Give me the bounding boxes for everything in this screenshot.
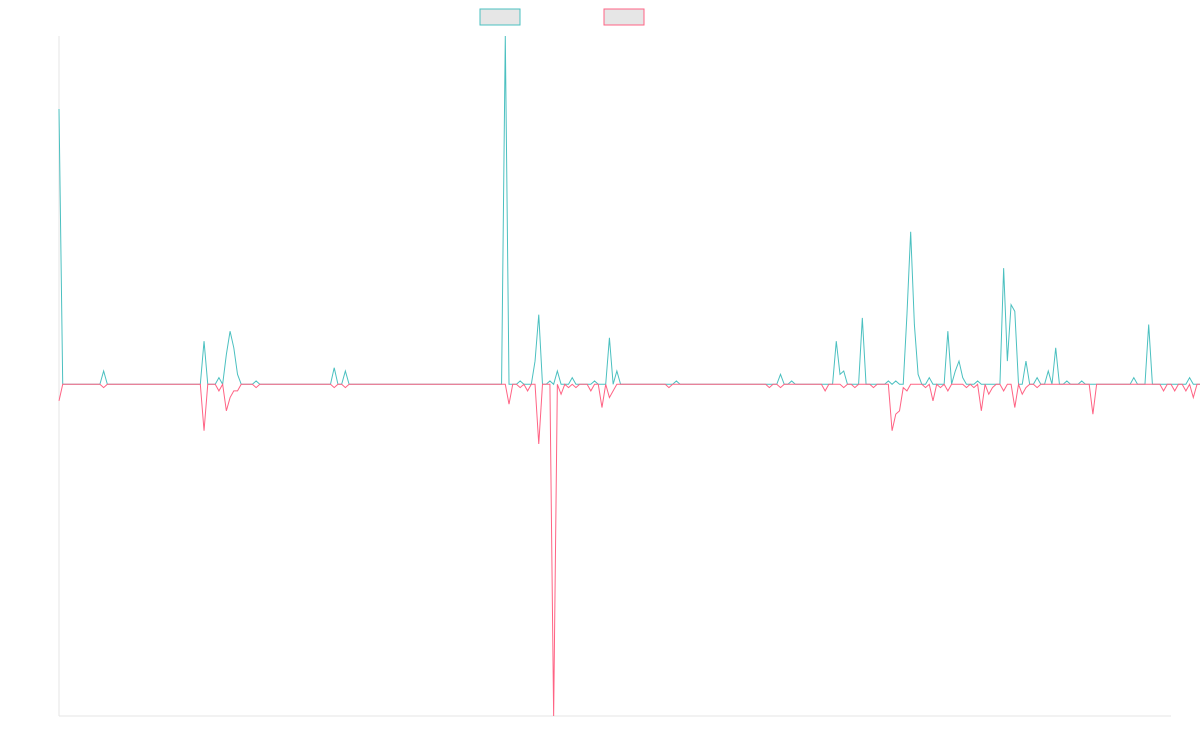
legend-swatch-negative[interactable] (603, 8, 645, 26)
series-layer (58, 35, 1200, 717)
legend-swatch-positive[interactable] (479, 8, 521, 26)
axes (58, 36, 1171, 717)
legend (479, 8, 645, 26)
series-line-negative (58, 382, 1200, 717)
series-line-positive (58, 35, 1200, 386)
